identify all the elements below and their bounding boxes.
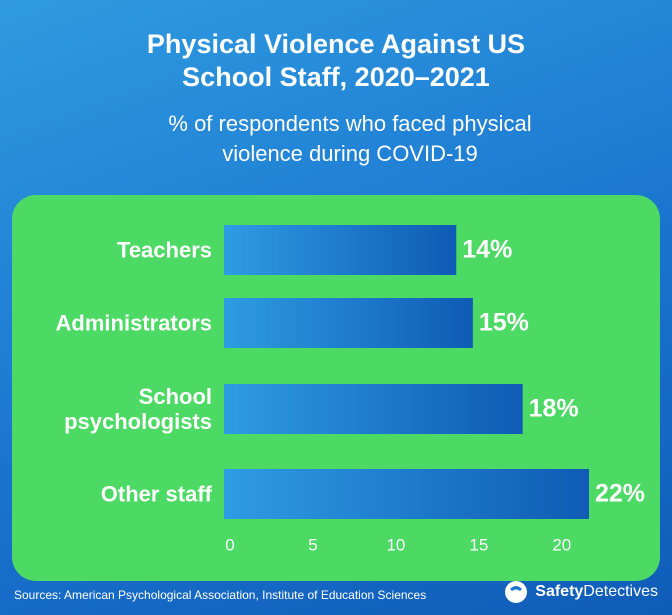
category-label: Other staff <box>100 481 212 507</box>
x-tick-label: 15 <box>469 535 488 554</box>
logo-regular: Detectives <box>583 583 658 600</box>
x-tick-label: 5 <box>308 535 317 554</box>
chart-title-line1: Physical Violence Against US <box>147 29 525 59</box>
category-label: Teachers <box>117 237 212 263</box>
value-label: 18% <box>529 395 579 423</box>
x-tick-label: 20 <box>552 535 571 554</box>
logo-bold: Safety <box>535 583 584 600</box>
category-label: School psychologists <box>64 384 212 434</box>
x-tick-label: 0 <box>225 535 234 554</box>
x-tick-label: 10 <box>386 535 405 554</box>
source: Sources: American Psychological Associat… <box>14 588 426 602</box>
bar <box>224 469 589 519</box>
chart-title-line2: School Staff, 2020–2021 <box>182 62 490 92</box>
value-label: 14% <box>462 236 512 264</box>
logo-icon <box>505 581 528 603</box>
subtitle-line2: violence during COVID-19 <box>222 141 478 166</box>
value-label: 15% <box>479 309 529 337</box>
value-label: 22% <box>595 480 645 508</box>
bar <box>224 298 473 348</box>
bar <box>224 225 457 275</box>
bar <box>224 384 523 434</box>
category-label: Administrators <box>55 310 212 336</box>
logo: SafetyDetectives <box>503 579 658 605</box>
subtitle-line1: % of respondents who faced physical <box>168 111 531 136</box>
